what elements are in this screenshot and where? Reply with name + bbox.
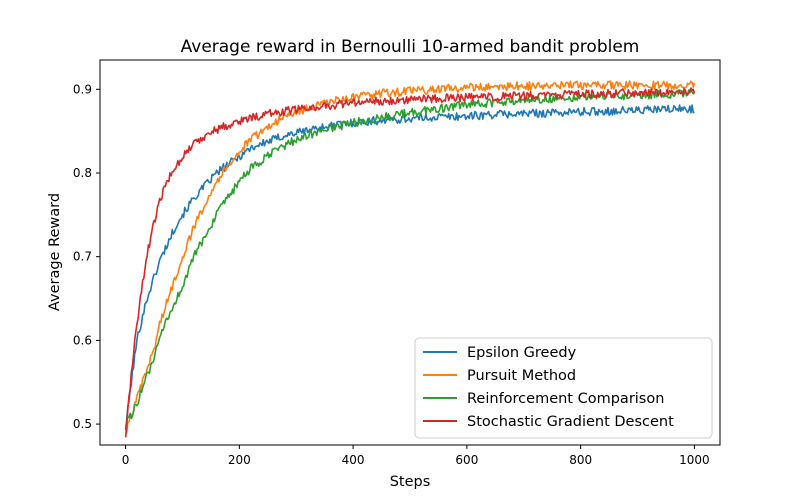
x-tick-label: 800: [569, 453, 592, 467]
x-tick-label: 400: [342, 453, 365, 467]
legend-label: Reinforcement Comparison: [467, 391, 664, 407]
legend-items: Epsilon Greedy Pursuit Method Reinforcemen…: [423, 345, 674, 430]
x-axis-label: Steps: [390, 474, 431, 490]
x-tick-label: 200: [228, 453, 251, 467]
y-tick-label: 0.6: [73, 333, 92, 347]
x-tick-label: 600: [455, 453, 478, 467]
y-tick-label: 0.9: [73, 82, 92, 96]
chart-title: Average reward in Bernoulli 10-armed ban…: [181, 37, 640, 57]
series-line-3: [124, 89, 695, 429]
legend-label: Stochastic Gradient Descent: [467, 414, 674, 430]
y-tick-label: 0.8: [73, 166, 92, 180]
y-tick-label: 0.7: [73, 250, 92, 264]
x-tick-label: 0: [122, 453, 130, 467]
x-axis-ticks: 0 200 400 600 800 1000: [122, 445, 710, 467]
legend-label: Epsilon Greedy: [467, 345, 577, 361]
y-tick-label: 0.5: [73, 417, 92, 431]
series-line-4: [124, 87, 696, 438]
series-layer: [124, 80, 696, 438]
plot-frame: [99, 59, 721, 446]
series-line-2: [124, 80, 696, 434]
y-axis-ticks: 0.5 0.6 0.7 0.8 0.9: [73, 82, 100, 431]
y-axis-label: Average Reward: [47, 193, 63, 311]
legend-box: [414, 337, 713, 439]
legend-label: Pursuit Method: [467, 368, 576, 384]
legend: Epsilon Greedy Pursuit Method Reinforcemen…: [414, 337, 713, 439]
series-line-1: [124, 104, 695, 431]
x-tick-label: 1000: [679, 453, 710, 467]
